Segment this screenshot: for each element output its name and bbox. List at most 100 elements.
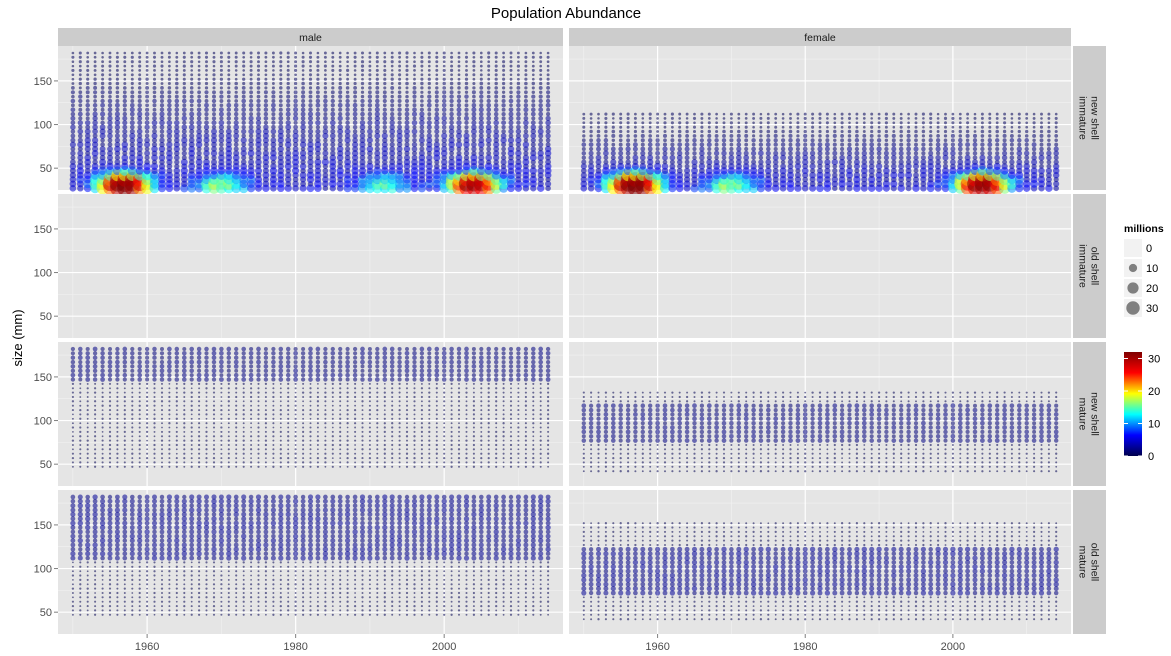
data-point <box>160 64 164 68</box>
data-point <box>286 90 291 95</box>
data-point <box>235 465 238 468</box>
data-point <box>241 115 247 121</box>
y-axis-title: size (mm) <box>10 309 25 366</box>
data-point <box>220 435 223 438</box>
data-point <box>264 391 267 394</box>
data-point <box>279 391 282 394</box>
data-point <box>383 426 386 429</box>
data-point <box>86 439 89 442</box>
data-point <box>877 112 881 116</box>
data-point <box>751 138 756 143</box>
data-point <box>146 435 149 438</box>
data-point <box>656 121 659 125</box>
data-point <box>213 396 215 398</box>
data-point <box>995 142 1000 147</box>
data-point <box>115 99 120 103</box>
data-point <box>427 98 432 104</box>
data-point <box>479 99 484 103</box>
data-point <box>219 94 224 99</box>
data-point <box>442 94 447 99</box>
data-point <box>174 81 179 86</box>
data-point <box>190 452 193 455</box>
data-point <box>972 151 978 156</box>
data-point <box>86 81 90 86</box>
data-point <box>272 422 275 425</box>
data-point <box>86 60 90 64</box>
data-point <box>138 457 141 460</box>
data-point <box>450 77 454 81</box>
data-point <box>426 159 433 166</box>
data-point <box>929 112 933 116</box>
data-point <box>175 417 178 420</box>
data-point <box>531 77 535 81</box>
data-point <box>86 382 89 385</box>
data-point <box>235 404 238 407</box>
data-point <box>190 435 193 438</box>
data-point <box>428 391 431 394</box>
data-point <box>316 400 320 403</box>
data-point <box>735 154 742 161</box>
data-point <box>502 77 506 81</box>
data-point <box>411 141 418 148</box>
data-point <box>197 86 201 90</box>
data-point <box>465 64 468 68</box>
data-point <box>413 60 416 63</box>
data-point <box>669 146 676 152</box>
data-point <box>159 372 165 378</box>
data-point <box>405 68 409 72</box>
data-point <box>108 77 112 81</box>
data-point <box>382 359 388 365</box>
data-point <box>309 448 312 451</box>
data-point <box>152 355 157 360</box>
data-point <box>420 81 424 86</box>
data-point <box>433 145 440 153</box>
data-point <box>736 146 742 152</box>
data-point <box>182 347 187 351</box>
data-point <box>404 124 410 130</box>
data-point <box>957 155 963 161</box>
data-point <box>144 150 150 157</box>
data-point <box>442 368 447 373</box>
data-point <box>374 111 380 117</box>
data-point <box>840 129 844 134</box>
data-point <box>443 382 446 386</box>
data-point <box>419 129 425 134</box>
data-point <box>292 185 299 192</box>
data-point <box>145 69 149 72</box>
data-point <box>270 150 277 157</box>
data-point <box>876 150 882 156</box>
data-point <box>509 60 513 64</box>
data-point <box>458 422 460 425</box>
data-point <box>411 146 418 152</box>
data-point <box>107 142 113 148</box>
data-point <box>495 435 498 438</box>
data-point <box>714 142 719 147</box>
data-point <box>234 86 239 90</box>
data-point <box>264 430 267 433</box>
data-point <box>404 150 410 156</box>
data-point <box>502 60 506 64</box>
data-point <box>323 116 328 121</box>
data-point <box>181 133 187 139</box>
data-point <box>195 141 203 148</box>
data-point <box>538 120 543 126</box>
data-point <box>390 107 395 112</box>
data-point <box>137 98 142 104</box>
data-point <box>529 167 537 175</box>
data-point <box>324 465 327 468</box>
data-point <box>271 359 276 365</box>
data-point <box>809 150 816 156</box>
data-point <box>339 435 342 438</box>
data-point <box>233 377 239 382</box>
data-point <box>662 133 668 138</box>
data-point <box>204 346 209 352</box>
data-point <box>391 382 394 386</box>
data-point <box>166 159 173 166</box>
data-point <box>413 400 416 403</box>
data-point <box>85 111 90 117</box>
data-point <box>277 145 284 153</box>
data-point <box>79 452 82 455</box>
data-point <box>150 162 159 170</box>
data-point <box>137 377 142 382</box>
data-point <box>443 391 446 394</box>
